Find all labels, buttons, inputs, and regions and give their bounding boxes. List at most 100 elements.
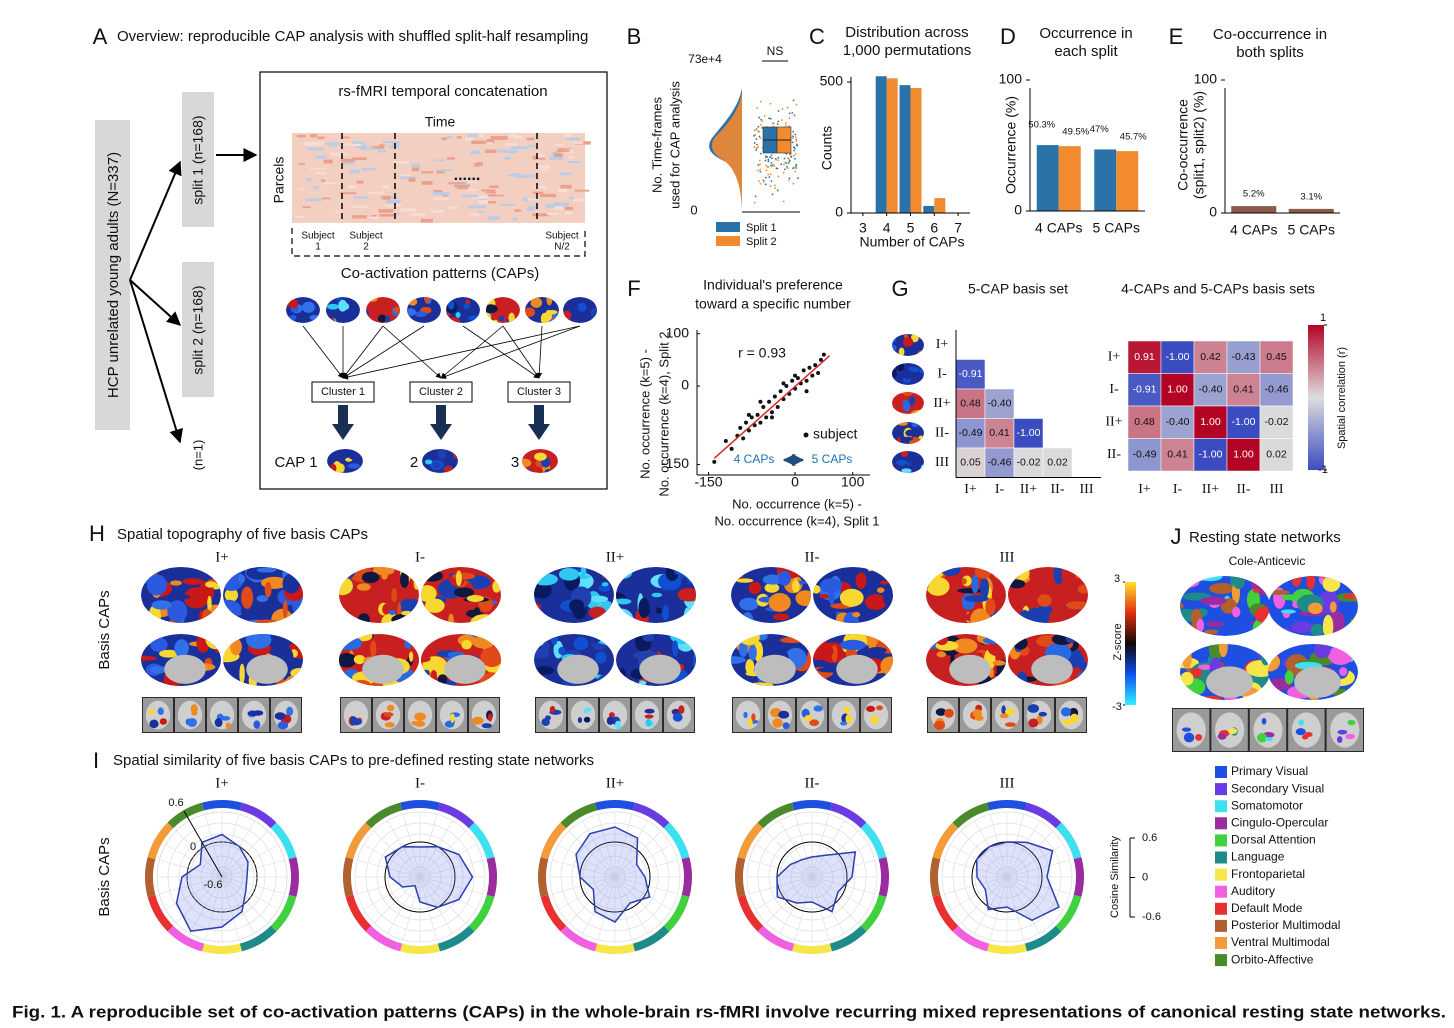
slice-blob: [487, 713, 493, 722]
cell: [1226, 405, 1261, 439]
arrow: [129, 279, 182, 326]
timeseries-cell: [410, 213, 426, 216]
series-name: II-: [805, 775, 820, 791]
column-label: I+: [964, 482, 977, 497]
cell-label: -0.49: [1133, 449, 1157, 461]
bar: [1094, 149, 1117, 211]
brain-blob: [245, 634, 272, 649]
chart-title: each split: [1054, 43, 1118, 60]
network-ring: [1055, 894, 1082, 932]
timeseries-cell: [465, 137, 474, 141]
jitter-point: [782, 171, 785, 174]
brain-blob: [731, 656, 746, 664]
brain: [327, 449, 363, 473]
column-label: I-: [995, 482, 1005, 497]
timeseries-cell: [532, 155, 546, 160]
jitter-point: [786, 167, 789, 170]
brain-blob: [357, 613, 370, 623]
spoke: [373, 876, 421, 924]
brain-blob: [522, 458, 532, 468]
jitter-point: [788, 159, 791, 162]
brain-blob: [1008, 659, 1020, 673]
brain-blob: [903, 368, 912, 380]
timeseries-cell: [399, 176, 417, 180]
timeseries-cell: [568, 156, 575, 159]
timeseries-cell: [378, 209, 394, 213]
cell: [1193, 438, 1228, 472]
brain-blob: [916, 409, 924, 414]
brain-blob: [393, 306, 400, 314]
cell-label: 1.00: [1200, 416, 1221, 428]
x-axis-label: Number of CAPs: [859, 234, 964, 250]
brain-blob: [1014, 567, 1030, 581]
legend-label: Somatomotor: [1231, 798, 1303, 812]
brain: [446, 297, 480, 323]
slice-blob: [933, 720, 946, 730]
spoke: [811, 820, 845, 878]
slice-blob: [386, 704, 395, 712]
brain-blob: [906, 462, 912, 467]
network-ring: [343, 857, 354, 897]
jitter-point: [776, 189, 779, 192]
brain-blob: [389, 609, 396, 616]
cell-label: 0.48: [1134, 416, 1155, 428]
colorbar-label: Cosine Similarity: [1109, 836, 1121, 918]
slice-blob: [1336, 736, 1343, 743]
brain-blob: [1037, 594, 1052, 607]
network-ring: [632, 802, 670, 829]
brain-blob: [413, 575, 419, 590]
series-name: I-: [415, 775, 425, 791]
timeseries-cell: [347, 185, 357, 189]
spoke: [1006, 876, 1070, 895]
label: Subject: [349, 231, 383, 242]
brain-blob: [564, 298, 572, 309]
network-ring: [632, 925, 670, 952]
brain: [141, 634, 221, 686]
cohort-box: [95, 120, 130, 430]
timeseries-cell: [487, 216, 501, 220]
spoke: [1006, 876, 1025, 940]
spoke: [419, 876, 467, 924]
slice-blob: [1295, 728, 1306, 736]
slice-blob: [747, 718, 753, 727]
jitter-point: [790, 155, 793, 158]
timeseries-cell: [569, 196, 575, 200]
brain-blob: [472, 635, 496, 649]
slice-blob: [1261, 717, 1267, 725]
timeseries-cell: [432, 191, 450, 196]
jitter-point: [766, 156, 769, 158]
spoke: [811, 859, 875, 878]
point: [810, 373, 815, 378]
timeseries-cell: [556, 150, 570, 153]
brain-blob: [568, 599, 585, 613]
brain-blob: [902, 392, 913, 396]
brain-blob: [819, 593, 830, 599]
jitter-point: [756, 107, 758, 110]
cap-name: I+: [215, 549, 228, 565]
cell: [1160, 373, 1195, 407]
brain-blob: [1180, 671, 1194, 686]
r-tick-label: 0.6: [168, 797, 183, 809]
spoke: [419, 844, 477, 878]
slice-blob: [1070, 713, 1079, 724]
brain-blob: [544, 469, 552, 473]
brain-blob: [736, 578, 754, 583]
slice-blob: [999, 713, 1009, 719]
brain-blob: [936, 651, 947, 658]
spoke: [221, 814, 240, 878]
brain-blob: [492, 580, 501, 593]
brain: [563, 297, 597, 323]
brain-blob: [580, 567, 587, 578]
timeseries-cell: [420, 218, 433, 223]
jitter-point: [759, 100, 762, 103]
spoke: [558, 844, 616, 878]
brain-blob: [400, 610, 413, 616]
timeseries-cell: [448, 182, 465, 185]
brain-blob: [353, 654, 366, 665]
legend-swatch: [716, 236, 740, 246]
brain-blob: [1076, 672, 1087, 686]
brain-blob: [159, 649, 179, 658]
y-axis-label: No. occurrence (k=5) -: [637, 349, 652, 479]
timeseries-cell: [470, 150, 481, 155]
colorbar: [1125, 582, 1136, 705]
